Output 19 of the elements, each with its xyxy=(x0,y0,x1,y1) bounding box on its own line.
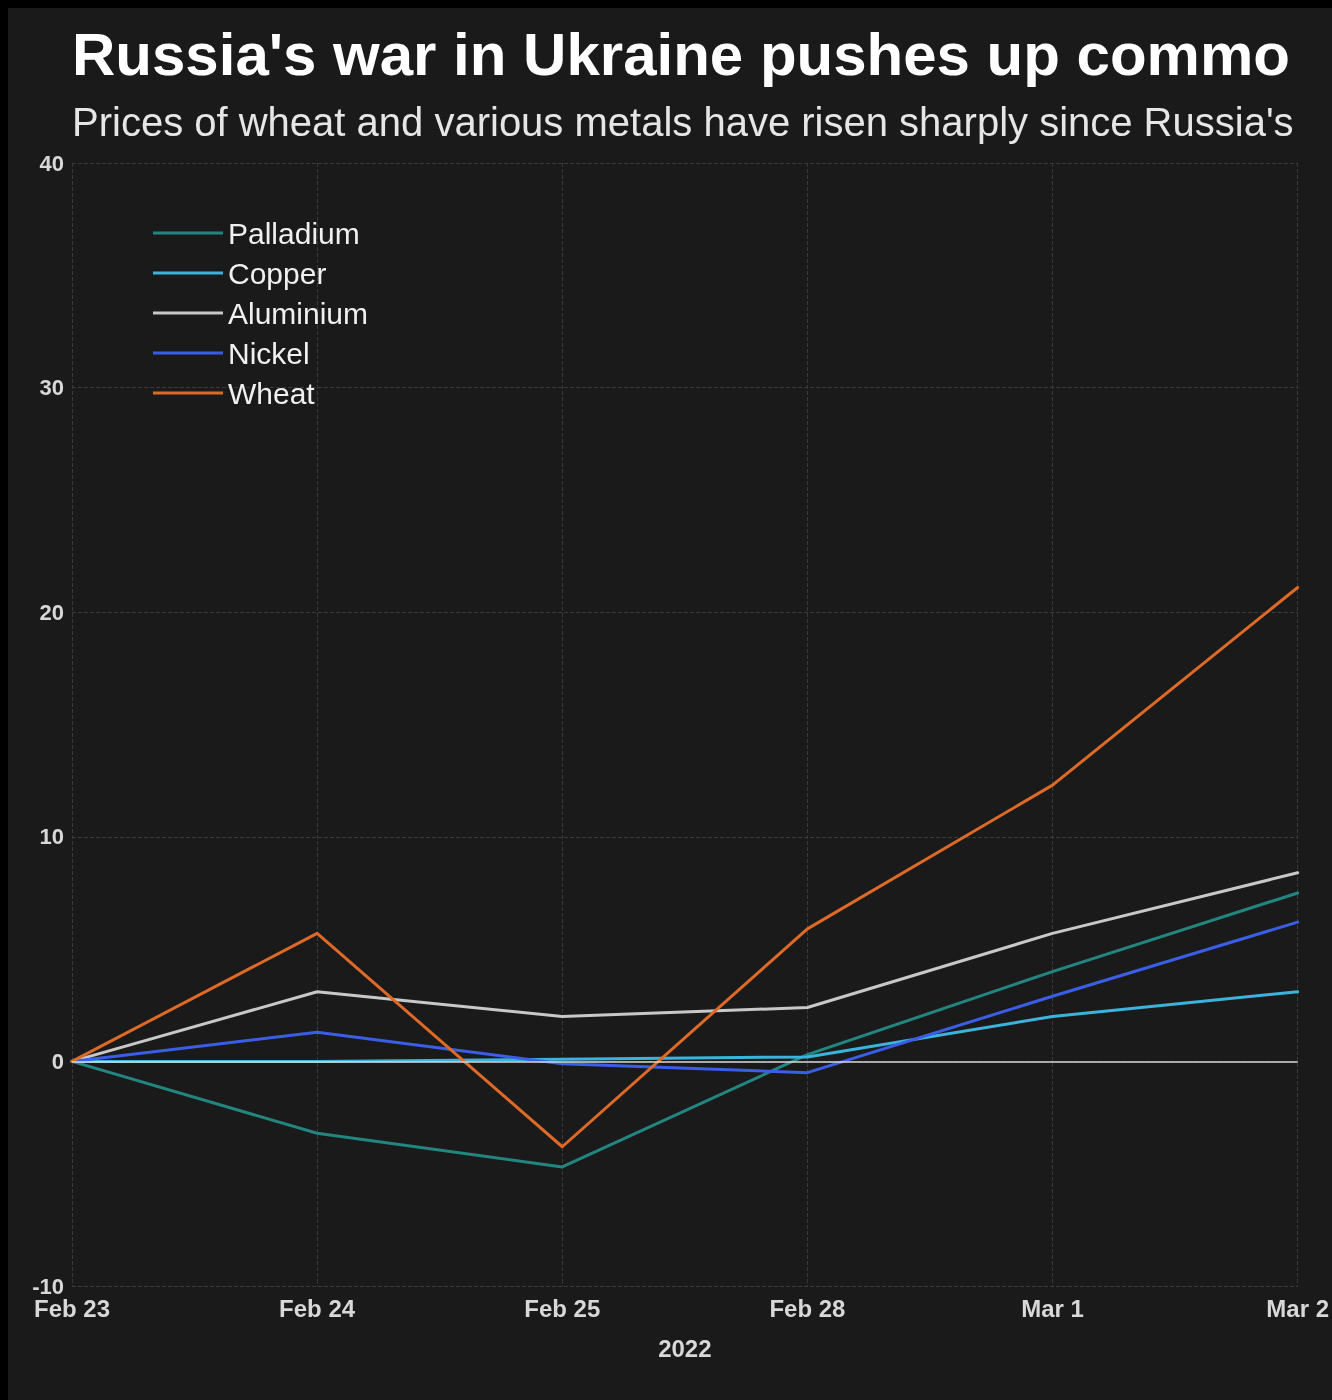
line-series xyxy=(70,585,1300,1149)
legend-label: Palladium xyxy=(228,216,360,250)
x-tick-label: Mar 1 xyxy=(1021,1294,1084,1322)
chart-subtitle: Prices of wheat and various metals have risen sharply since Russia's xyxy=(72,100,1294,145)
y-tick-label: 20 xyxy=(39,599,64,625)
x-axis-title: 2022 xyxy=(658,1334,712,1362)
chart-title: Russia's war in Ukraine pushes up commo xyxy=(72,20,1290,89)
x-tick-label: Mar 2 xyxy=(1266,1294,1329,1322)
x-tick-label: Feb 24 xyxy=(279,1294,356,1322)
y-tick-label: 40 xyxy=(39,150,64,176)
y-tick-label: 10 xyxy=(39,824,64,850)
x-tick-label: Feb 25 xyxy=(524,1294,601,1322)
legend-label: Aluminium xyxy=(228,296,369,330)
legend-label: Nickel xyxy=(228,336,310,370)
legend-label: Wheat xyxy=(228,376,316,410)
x-tick-label: Feb 28 xyxy=(769,1294,846,1322)
legend-label: Copper xyxy=(228,256,327,290)
y-tick-label: 30 xyxy=(39,375,64,401)
y-tick-label: 0 xyxy=(51,1048,64,1074)
